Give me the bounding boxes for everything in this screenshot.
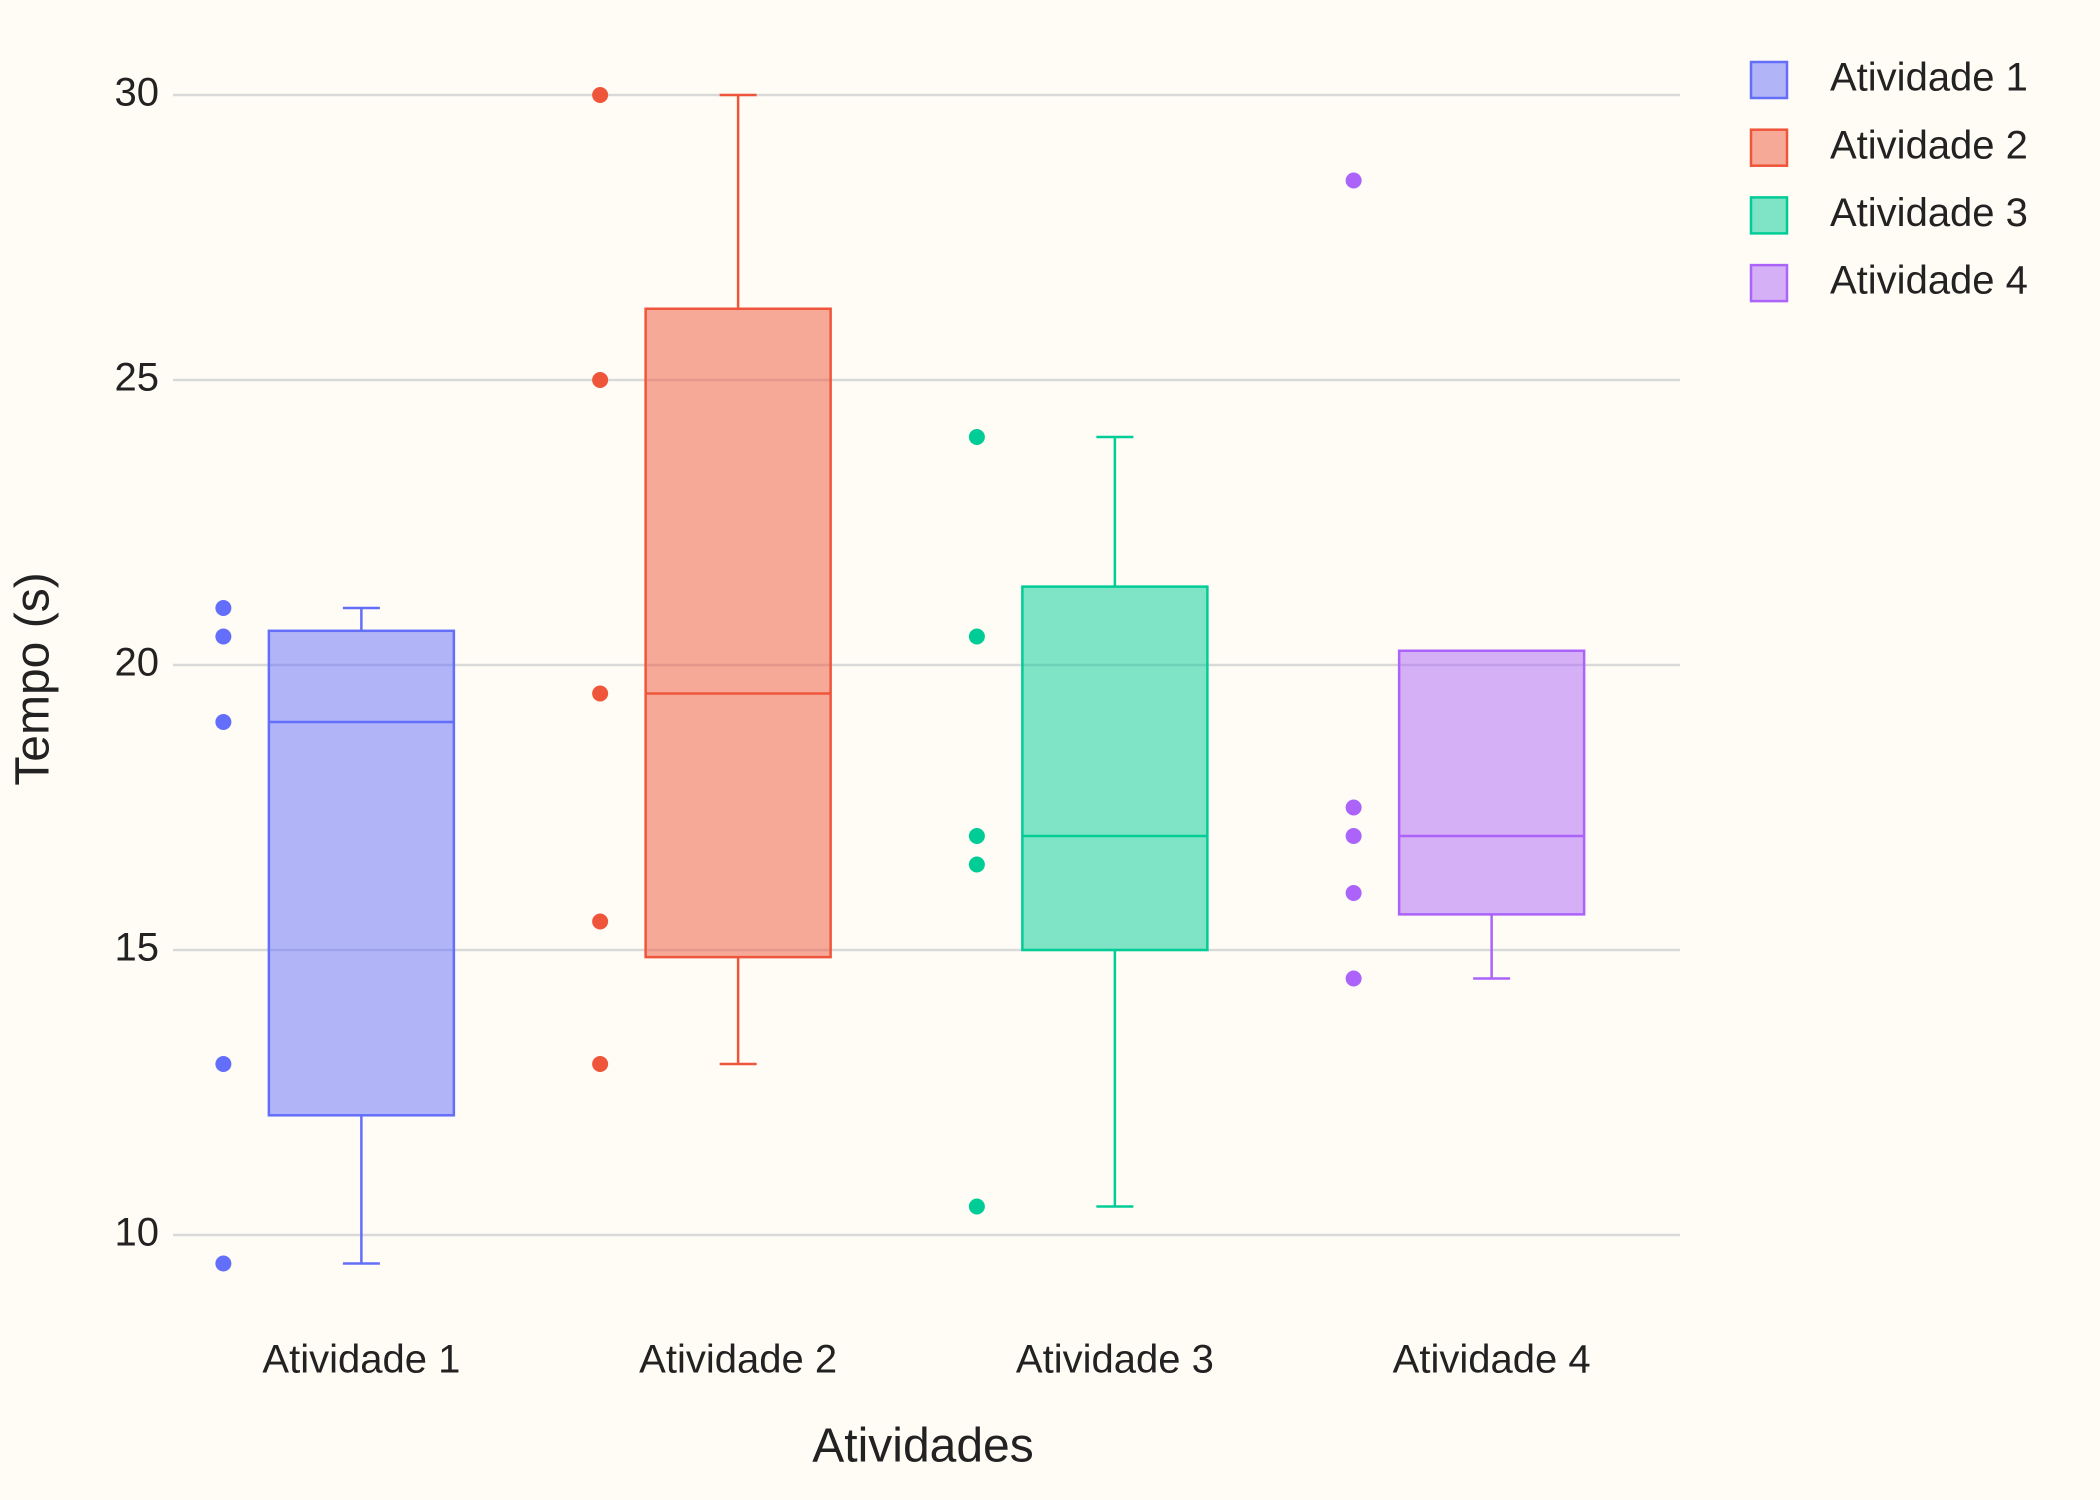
data-point xyxy=(968,429,985,445)
data-point xyxy=(592,372,609,388)
data-point xyxy=(215,1255,232,1272)
box xyxy=(1021,585,1209,952)
box xyxy=(1397,649,1586,916)
data-point xyxy=(592,1056,609,1072)
y-tick-label: 15 xyxy=(115,926,160,970)
x-axis-title: Atividades xyxy=(812,1420,1033,1473)
legend-swatch xyxy=(1749,263,1789,303)
data-point xyxy=(968,856,985,873)
legend-label: Atividade 1 xyxy=(1830,56,2028,100)
data-point xyxy=(1345,799,1362,816)
data-point xyxy=(968,1198,985,1215)
data-point xyxy=(1345,970,1362,987)
data-point xyxy=(592,87,609,103)
legend-label: Atividade 4 xyxy=(1830,259,2028,303)
legend-label: Atividade 3 xyxy=(1830,191,2028,235)
box xyxy=(644,307,832,959)
data-point xyxy=(215,714,232,730)
box xyxy=(267,629,456,1117)
data-point xyxy=(1345,828,1362,844)
y-tick-label: 25 xyxy=(115,356,160,400)
data-point xyxy=(1345,885,1362,901)
data-point xyxy=(968,828,985,844)
data-point xyxy=(215,600,232,616)
legend-swatch xyxy=(1749,60,1789,100)
data-point xyxy=(215,1056,232,1072)
legend-swatch xyxy=(1749,196,1789,235)
y-tick-label: 30 xyxy=(115,71,160,115)
data-point xyxy=(968,628,985,645)
legend-swatch xyxy=(1749,128,1789,167)
data-point xyxy=(592,913,609,930)
y-tick-label: 10 xyxy=(115,1211,160,1255)
legend-label: Atividade 2 xyxy=(1830,123,2028,167)
data-point xyxy=(215,628,232,645)
y-axis-title: Tempo (s) xyxy=(7,572,60,785)
x-tick-label: Atividade 3 xyxy=(1016,1338,1214,1382)
y-tick-label: 20 xyxy=(115,641,160,685)
x-tick-label: Atividade 2 xyxy=(639,1338,837,1382)
data-point xyxy=(1345,172,1362,189)
x-tick-label: Atividade 4 xyxy=(1393,1338,1591,1382)
data-point xyxy=(592,685,609,702)
x-tick-label: Atividade 1 xyxy=(262,1338,460,1382)
